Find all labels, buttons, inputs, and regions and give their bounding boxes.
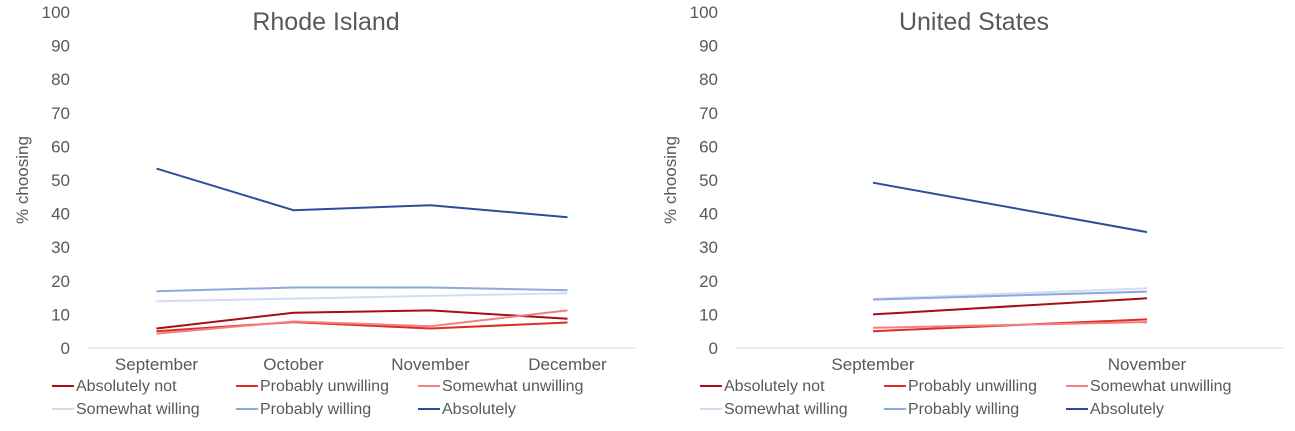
legend-label: Somewhat willing	[76, 401, 200, 418]
legend-label: Absolutely	[1090, 401, 1164, 418]
series-line-absolutely	[872, 181, 1148, 234]
series-line-absolutely-not	[156, 309, 568, 330]
y-tick-label: 10	[699, 305, 718, 324]
y-tick-label: 80	[699, 70, 718, 89]
y-tick-label: 50	[51, 171, 70, 190]
series-line-absolutely	[156, 167, 568, 219]
series-line-somewhat-unwilling	[872, 321, 1148, 329]
y-tick-label: 70	[699, 104, 718, 123]
y-tick-label: 30	[699, 238, 718, 257]
y-tick-label: 100	[690, 3, 718, 22]
legend-label: Absolutely not	[76, 378, 177, 395]
legend-label: Probably willing	[260, 401, 371, 418]
y-tick-label: 20	[699, 272, 718, 291]
line-chart-united-states: United States % choosing 0 10 20 30 40 50 60 70 80…	[661, 3, 1284, 418]
legend-label: Probably unwilling	[260, 378, 389, 395]
y-axis-label: % choosing	[661, 136, 680, 224]
y-tick-label: 20	[51, 272, 70, 291]
legend-label: Absolutely	[442, 401, 516, 418]
legend-label: Absolutely not	[724, 378, 825, 395]
y-tick-label: 60	[699, 137, 718, 156]
y-tick-label: 80	[51, 70, 70, 89]
y-tick-label: 0	[709, 339, 718, 358]
legend-label: Somewhat unwilling	[442, 378, 583, 395]
legend-label: Probably willing	[908, 401, 1019, 418]
chart-panel-united-states: United States % choosing 0 10 20 30 40 50 60 70 80…	[648, 0, 1295, 431]
chart-title: Rhode Island	[252, 8, 399, 36]
y-tick-label: 0	[61, 339, 70, 358]
x-tick-label: October	[263, 355, 324, 374]
y-tick-label: 100	[42, 3, 70, 22]
chart-panel-rhode-island: Rhode Island % choosing 0 10 20 30 40 50 60 70 80 9…	[13, 3, 636, 418]
x-tick-label: November	[391, 355, 470, 374]
x-tick-label: December	[528, 355, 607, 374]
y-tick-label: 60	[51, 137, 70, 156]
series-line-probably-willing	[156, 286, 568, 293]
legend-label: Somewhat unwilling	[1090, 378, 1231, 395]
y-tick-label: 40	[51, 205, 70, 224]
legend-label: Probably unwilling	[908, 378, 1037, 395]
series-line-probably-willing	[872, 290, 1148, 301]
x-tick-label: November	[1108, 355, 1187, 374]
series-line-absolutely-not	[872, 297, 1148, 316]
y-tick-label: 90	[699, 37, 718, 56]
y-tick-label: 90	[51, 37, 70, 56]
series-line-somewhat-willing	[872, 287, 1148, 300]
y-tick-label: 10	[51, 305, 70, 324]
x-tick-label: September	[831, 355, 914, 374]
y-axis-label: % choosing	[13, 136, 32, 224]
legend-label: Somewhat willing	[724, 401, 848, 418]
x-tick-label: September	[115, 355, 198, 374]
y-tick-label: 30	[51, 238, 70, 257]
series-line-somewhat-unwilling	[156, 309, 568, 335]
chart-title: United States	[899, 8, 1049, 36]
y-tick-label: 70	[51, 104, 70, 123]
y-tick-label: 40	[699, 205, 718, 224]
y-tick-label: 50	[699, 171, 718, 190]
line-chart-rhode-island: Rhode Island % choosing 0 10 20 30 40 50 60 70 80 9…	[13, 3, 636, 418]
series-line-somewhat-willing	[156, 292, 568, 303]
